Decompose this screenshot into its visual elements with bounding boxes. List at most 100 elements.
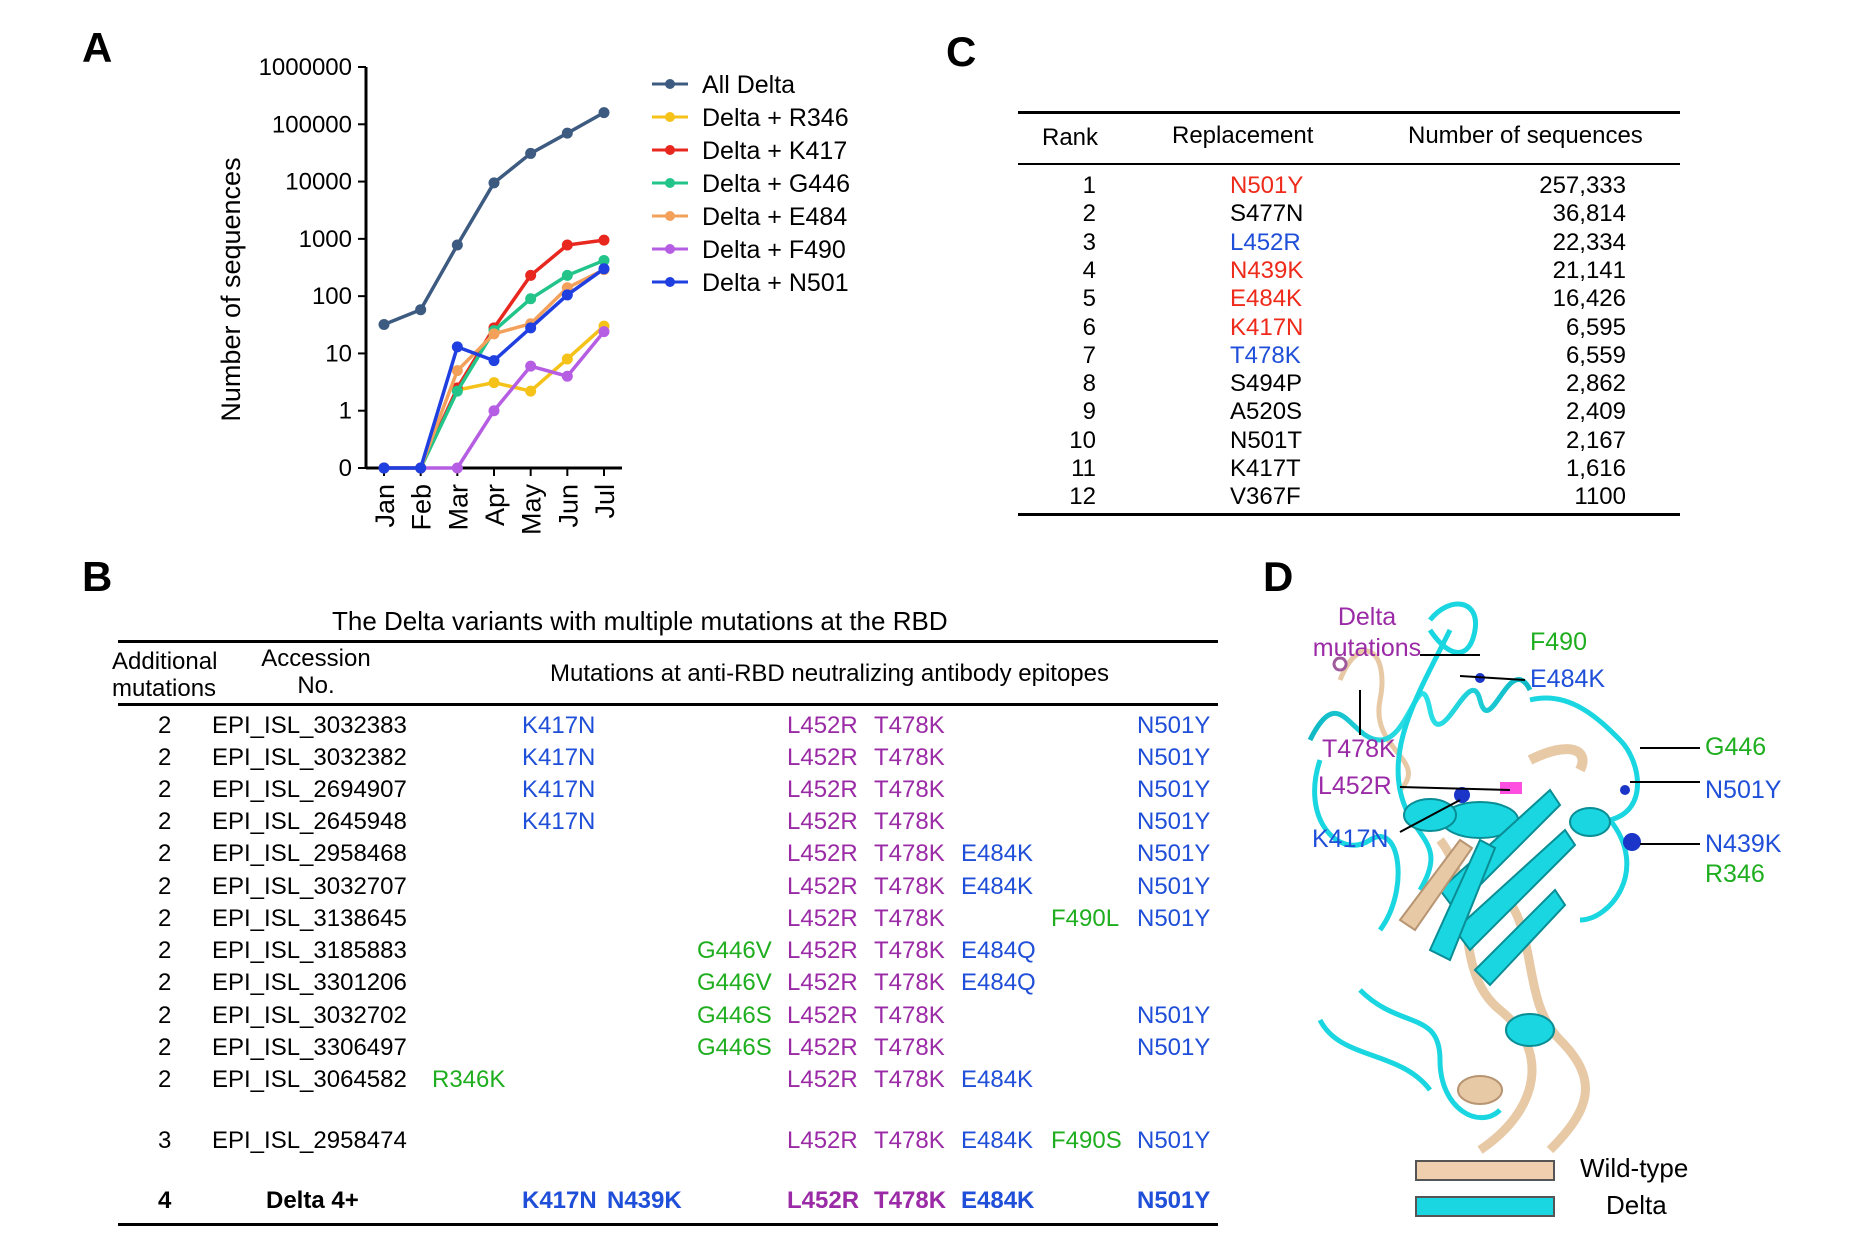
legend-item: Delta + R346 — [652, 104, 849, 132]
mutation-l452: L452R — [787, 1002, 858, 1029]
y-tick-label: 1000000 — [259, 54, 352, 81]
header-mutations: Mutations at anti-RBD neutralizing antib… — [550, 660, 1109, 687]
mutation-l452: L452R — [787, 840, 858, 867]
x-tick-label: Feb — [407, 484, 437, 531]
mutation-e484: E484K — [961, 873, 1034, 900]
table-cell-count: 1100 — [1574, 483, 1626, 511]
table-cell-replacement: A520S — [1230, 398, 1303, 426]
label-delta-mutations-line1: Delta — [1337, 603, 1397, 631]
y-tick-label: 1000 — [299, 226, 352, 253]
table-cell-replacement: K417N — [1230, 313, 1304, 341]
table-cell-accession: EPI_ISL_2645948 — [212, 808, 407, 835]
label-delta-mutations-line2: mutations — [1312, 634, 1422, 662]
mutation-l452: L452R — [787, 776, 858, 803]
table-cell-additional-mutations: 2 — [158, 712, 172, 739]
data-point — [561, 353, 573, 365]
header-rank: Rank — [1042, 124, 1099, 151]
mutation-l452: L452R — [787, 808, 858, 835]
table-cell-accession: EPI_ISL_3301206 — [212, 969, 407, 996]
data-point — [598, 326, 610, 338]
legend-marker — [665, 244, 675, 254]
table-cell-accession: EPI_ISL_2694907 — [212, 776, 407, 803]
legend-delta-swatch — [1415, 1196, 1555, 1217]
table-cell-count: 6,595 — [1565, 313, 1626, 341]
mutation-f490: F490L — [1051, 905, 1120, 932]
table-bottom-rule — [118, 1223, 1218, 1226]
table-header-rule — [118, 703, 1218, 706]
table-cell-rank: 12 — [1069, 483, 1096, 511]
table-cell-rank: 11 — [1071, 455, 1096, 482]
mutation-t478: T478K — [874, 808, 945, 835]
data-point — [525, 385, 537, 397]
legend-marker — [665, 178, 675, 188]
table-cell-replacement: K417T — [1230, 455, 1301, 482]
data-point — [378, 318, 390, 330]
mutation-g446: G446V — [697, 937, 772, 964]
legend-item: Delta + N501 — [652, 269, 849, 297]
mutation-e484: E484K — [961, 1066, 1034, 1093]
table-cell-replacement: V367F — [1230, 483, 1301, 511]
table-cell-accession: EPI_ISL_3064582 — [212, 1066, 407, 1093]
label-l452r: L452R — [1318, 772, 1392, 800]
table-cell-replacement: S477N — [1230, 200, 1304, 228]
mutation-t478: T478K — [874, 1127, 945, 1154]
mutation-n501: N501Y — [1137, 873, 1211, 900]
mutation-t478: T478K — [874, 712, 945, 739]
mutation-t478: T478K — [874, 1066, 945, 1093]
legend-label: Delta + G446 — [702, 170, 850, 198]
mutation-l452: L452R — [787, 744, 858, 771]
mutation-n501: N501Y — [1137, 1002, 1211, 1029]
data-point — [451, 462, 463, 474]
header-accession-line2: No. — [297, 672, 335, 699]
legend-item: Delta + E484 — [652, 203, 847, 231]
table-title: The Delta variants with multiple mutatio… — [332, 606, 948, 636]
header-number-of-sequences: Number of sequences — [1408, 122, 1643, 149]
table-cell-rank: 8 — [1082, 370, 1096, 398]
leader-e484k — [1459, 675, 1526, 681]
table-cell-replacement: N501Y — [1230, 172, 1304, 199]
mutation-n501: N501Y — [1137, 905, 1211, 932]
data-point — [378, 462, 390, 474]
data-point — [598, 263, 610, 275]
replacement-table: Rank Replacement Number of sequences 1 N5… — [0, 0, 1876, 560]
mutation-g446: G446S — [697, 1034, 772, 1061]
mutation-t478: T478K — [874, 840, 945, 867]
table-cell-rank: 2 — [1082, 200, 1096, 228]
data-point — [451, 341, 463, 353]
table-cell-rank: 3 — [1082, 228, 1096, 256]
label-n501y: N501Y — [1705, 776, 1782, 804]
mutation-g446: G446V — [697, 969, 772, 996]
data-point — [451, 385, 463, 397]
legend-item: Delta + F490 — [652, 236, 846, 264]
label-delta-mutations: Delta mutations — [1302, 602, 1432, 664]
header-additional-mutations: Additional mutations — [112, 648, 217, 702]
data-point — [488, 177, 500, 189]
y-tick-label: 10 — [325, 340, 352, 367]
y-tick-label: 100000 — [272, 111, 352, 138]
mutation-l452: L452R — [787, 905, 858, 932]
table-cell-rank: 4 — [1082, 256, 1096, 284]
data-point — [561, 269, 573, 281]
y-axis-label: Number of sequences — [216, 157, 246, 421]
table-cell-count: 2,862 — [1565, 370, 1626, 398]
data-point — [488, 328, 500, 340]
table-cell-additional-mutations: 2 — [158, 905, 172, 932]
legend-label: All Delta — [702, 71, 795, 99]
legend-marker — [665, 145, 675, 155]
rbd-structure-figure — [1307, 601, 1641, 1154]
table-cell-count: 257,333 — [1539, 172, 1626, 199]
legend-label: Delta + F490 — [702, 236, 846, 264]
data-point — [488, 377, 500, 389]
table-cell-rank: 5 — [1082, 285, 1096, 313]
mutation-e484: E484K — [961, 1187, 1035, 1214]
mutation-e484: E484K — [961, 840, 1034, 867]
table-cell-rank: 1 — [1082, 172, 1096, 199]
mutation-t478: T478K — [874, 905, 945, 932]
mutation-e484: E484Q — [961, 937, 1036, 964]
table-cell-count: 2,167 — [1565, 426, 1626, 454]
line-chart: 0 1 10 100 1000 10000 100000 1000000 Jan Feb Mar Ap… — [216, 54, 850, 535]
table-cell-accession: EPI_ISL_3032383 — [212, 712, 407, 739]
legend-item: All Delta — [652, 71, 795, 99]
table-cell-replacement: E484K — [1230, 285, 1303, 313]
mutation-l452: L452R — [787, 712, 858, 739]
